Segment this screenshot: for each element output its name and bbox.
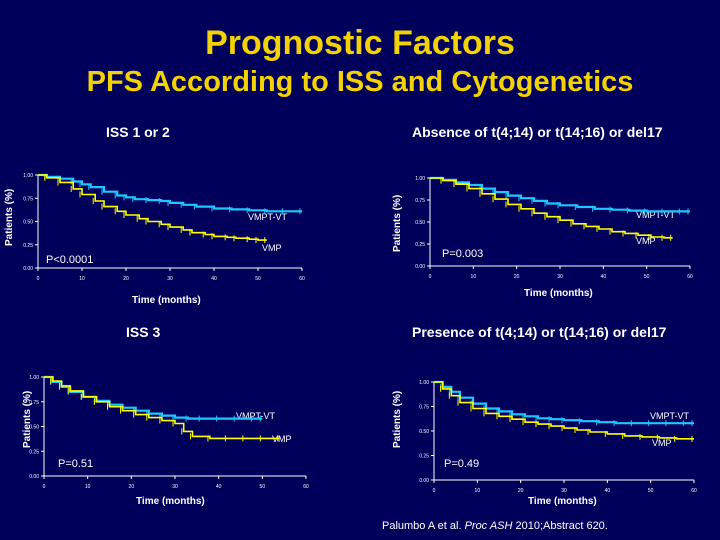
km-curve-vmp (44, 376, 280, 440)
series-label-vmpt: VMPT-VT (236, 411, 276, 421)
series-label-vmp: VMP (262, 243, 282, 253)
x-tick-label: 30 (172, 484, 178, 490)
series-label-vmp: VMP (272, 434, 292, 444)
series-label-vmp: VMP (636, 236, 656, 246)
citation-rest: 2010;Abstract 620. (515, 520, 608, 532)
y-tick-label: 0.50 (419, 429, 429, 435)
panel-title: Presence of t(4;14) or t(14;16) or del17 (412, 324, 667, 340)
km-curve-vmp (38, 174, 267, 241)
y-tick-label: 0.00 (415, 264, 425, 270)
x-tick-label: 30 (557, 274, 563, 280)
x-tick-label: 10 (475, 488, 481, 494)
series-label-vmpt: VMPT-VT (248, 212, 288, 222)
x-tick-label: 20 (129, 484, 135, 490)
x-tick-label: 40 (216, 484, 222, 490)
y-tick-label: 0.25 (23, 243, 33, 249)
series-label-vmp: VMP (652, 438, 672, 448)
y-tick-label: 0.50 (415, 220, 425, 226)
y-tick-label: 0.00 (419, 478, 429, 484)
y-tick-label: 0.75 (415, 198, 425, 204)
y-tick-label: 1.00 (23, 173, 33, 179)
x-tick-label: 30 (167, 276, 173, 282)
y-tick-label: 0.75 (419, 405, 429, 411)
y-tick-label: 0.25 (415, 242, 425, 248)
panel-title: ISS 3 (126, 324, 161, 340)
y-tick-label: 0.50 (23, 220, 33, 226)
x-tick-label: 20 (514, 274, 520, 280)
x-tick-label: 60 (687, 274, 693, 280)
x-axis-label: Time (months) (132, 295, 201, 306)
y-tick-label: 1.00 (419, 380, 429, 386)
panel-title: ISS 1 or 2 (106, 124, 170, 140)
x-tick-label: 10 (85, 484, 91, 490)
citation-journal: Proc ASH (464, 520, 513, 532)
x-tick-label: 40 (601, 274, 607, 280)
y-tick-label: 1.00 (415, 176, 425, 182)
x-tick-label: 0 (37, 276, 40, 282)
panel-title: Absence of t(4;14) or t(14;16) or del17 (412, 124, 663, 140)
x-tick-label: 30 (561, 488, 567, 494)
y-tick-label: 0.00 (23, 266, 33, 272)
x-tick-label: 60 (691, 488, 697, 494)
x-tick-label: 50 (260, 484, 266, 490)
y-tick-label: 0.25 (419, 454, 429, 460)
km-curve-vmpt (44, 375, 263, 420)
y-tick-label: 0.25 (29, 449, 39, 455)
km-curve-vmp (434, 381, 694, 440)
series-label-vmpt: VMPT-VT (650, 411, 690, 421)
citation: Palumbo A et al. Proc ASH 2010;Abstract … (382, 520, 608, 532)
x-axis-label: Time (months) (136, 496, 205, 507)
y-tick-label: 1.00 (29, 375, 39, 381)
p-value: P<0.0001 (46, 254, 94, 266)
km-curve-vmpt (38, 173, 302, 213)
x-tick-label: 0 (43, 484, 46, 490)
x-tick-label: 10 (79, 276, 85, 282)
citation-authors: Palumbo A et al. (382, 520, 462, 532)
x-tick-label: 60 (299, 276, 305, 282)
p-value: P=0.49 (444, 458, 480, 470)
x-tick-label: 40 (211, 276, 217, 282)
km-curve-vmpt (434, 380, 694, 425)
x-tick-label: 60 (303, 484, 309, 490)
y-tick-label: 0.75 (23, 196, 33, 202)
x-axis-label: Time (months) (524, 288, 593, 299)
page-subtitle: PFS According to ISS and Cytogenetics (86, 66, 634, 98)
page-title: Prognostic Factors (205, 24, 515, 62)
y-tick-label: 0.50 (29, 425, 39, 431)
x-axis-label: Time (months) (528, 496, 597, 507)
x-tick-label: 20 (123, 276, 129, 282)
x-tick-label: 50 (644, 274, 650, 280)
y-tick-label: 0.00 (29, 474, 39, 480)
x-tick-label: 10 (471, 274, 477, 280)
x-tick-label: 40 (605, 488, 611, 494)
x-tick-label: 50 (255, 276, 261, 282)
x-tick-label: 20 (518, 488, 524, 494)
series-label-vmpt: VMPT-VT (636, 210, 676, 220)
x-tick-label: 50 (648, 488, 654, 494)
p-value: P=0.51 (58, 458, 94, 470)
x-tick-label: 0 (433, 488, 436, 494)
y-tick-label: 0.75 (29, 400, 39, 406)
p-value: P=0.003 (442, 248, 484, 260)
x-tick-label: 0 (429, 274, 432, 280)
km-curve-vmp (430, 177, 673, 239)
km-curve-vmpt (430, 176, 690, 213)
